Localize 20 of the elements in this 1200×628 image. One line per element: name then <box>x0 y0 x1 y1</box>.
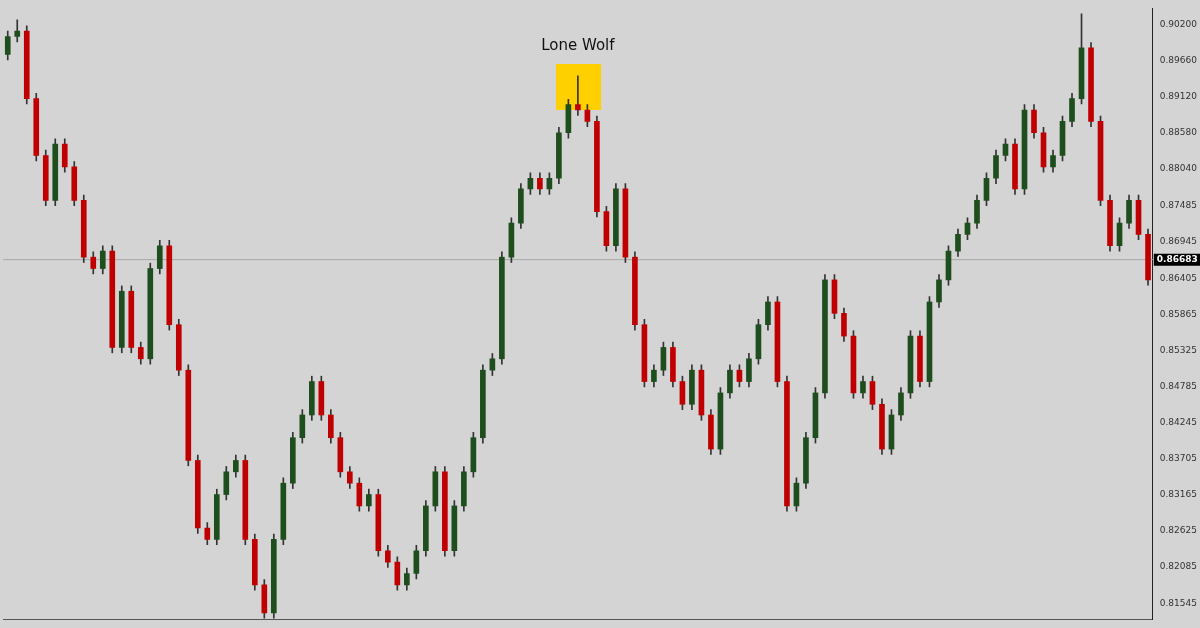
y-tick-label: 0.88580 <box>1159 127 1198 138</box>
y-tick-label: 0.90200 <box>1159 18 1198 29</box>
y-tick-label: 0.86405 <box>1159 272 1197 283</box>
y-tick-label: 0.89660 <box>1159 54 1198 65</box>
y-tick-label: 0.85865 <box>1159 308 1197 319</box>
y-tick-label: 0.87485 <box>1159 200 1197 211</box>
y-tick-label: 0.88040 <box>1159 163 1198 174</box>
ref-line-label: 0.86683 <box>1156 253 1198 264</box>
y-tick-label: 0.84785 <box>1159 380 1197 391</box>
y-tick-label: 0.85325 <box>1159 344 1197 355</box>
y-tick-label: 0.82085 <box>1159 561 1197 572</box>
candlestick <box>575 75 581 116</box>
y-tick-label: 0.89120 <box>1159 91 1198 102</box>
y-tick-label: 0.81545 <box>1159 597 1197 608</box>
y-tick-label: 0.84245 <box>1159 417 1197 428</box>
y-tick-label: 0.83165 <box>1159 489 1197 500</box>
annotation: Lone Wolf <box>541 36 616 55</box>
y-tick-label: 0.82625 <box>1159 525 1197 536</box>
y-tick-label: 0.86945 <box>1159 236 1197 247</box>
y-tick-label: 0.83705 <box>1159 453 1197 464</box>
